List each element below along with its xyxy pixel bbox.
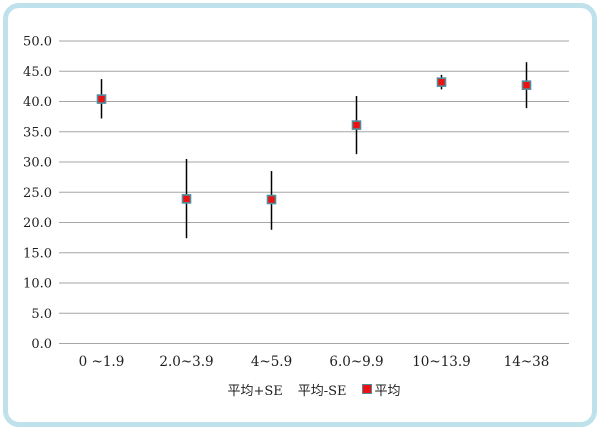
legend: 平均+SE 平均-SE 平均 (59, 380, 569, 399)
legend-item-mean: 平均 (361, 380, 401, 399)
x-tick-label: 6.0~9.9 (329, 354, 383, 370)
mean-marker (181, 194, 192, 204)
legend-item-mean-minus-se: 平均-SE (298, 380, 347, 399)
y-tick-label: 5.0 (31, 307, 52, 322)
mean-marker-icon (361, 384, 372, 394)
y-tick-label: 30.0 (23, 156, 52, 171)
mean-marker (351, 120, 362, 130)
y-tick-label: 40.0 (23, 95, 52, 110)
y-tick-label: 25.0 (23, 186, 52, 201)
legend-label-mean-plus-se: 平均+SE (227, 383, 283, 399)
y-tick-label: 0.0 (31, 337, 52, 352)
x-tick-label: 2.0~3.9 (159, 354, 213, 370)
mean-marker (436, 77, 447, 87)
mean-marker (521, 80, 532, 90)
y-tick-label: 10.0 (23, 277, 52, 292)
x-tick-label: 4~5.9 (251, 354, 292, 370)
y-tick-label: 45.0 (23, 65, 52, 80)
y-tick-label: 35.0 (23, 125, 52, 140)
x-tick-label: 10~13.9 (412, 354, 471, 370)
x-tick-label: 0 ~1.9 (79, 354, 125, 370)
mean-marker (96, 94, 107, 104)
y-tick-label: 50.0 (23, 35, 52, 50)
legend-label-mean-minus-se: 平均-SE (297, 383, 347, 399)
mean-marker (266, 194, 277, 205)
legend-item-mean-plus-se: 平均+SE (227, 380, 282, 399)
legend-label-mean: 平均 (374, 383, 401, 399)
y-tick-label: 20.0 (23, 216, 52, 231)
y-tick-label: 15.0 (23, 246, 52, 261)
x-tick-label: 14~38 (504, 354, 550, 370)
